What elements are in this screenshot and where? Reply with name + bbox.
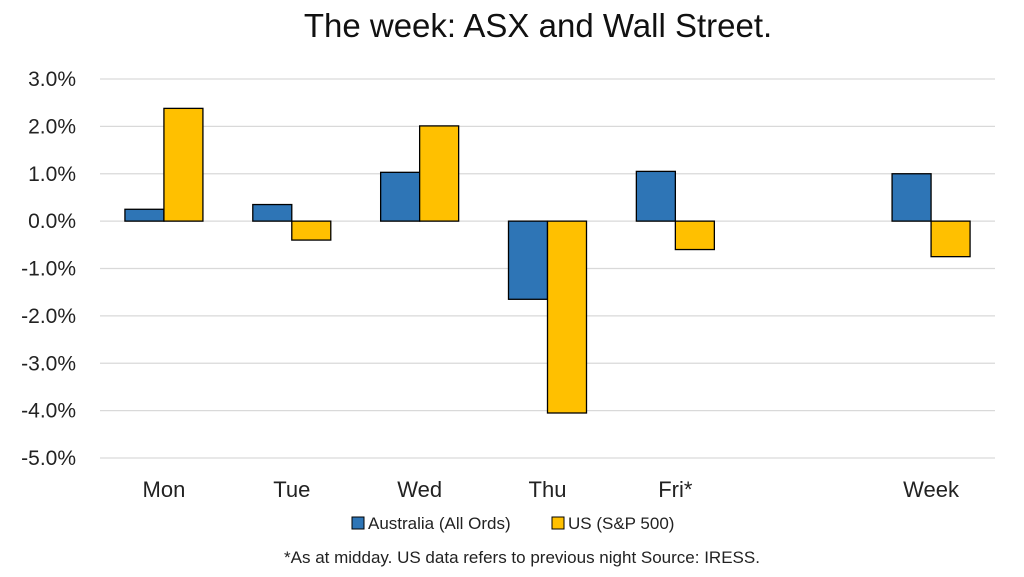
y-axis: 3.0% 2.0% 1.0% 0.0% -1.0% -2.0% -3.0% -4.0% -5.0… [21, 68, 76, 470]
x-axis: Mon Tue Wed Thu Fri* Week [143, 477, 960, 502]
y-tick-label: 3.0% [28, 68, 76, 91]
bar-us [291, 220, 332, 241]
bars [124, 107, 971, 414]
y-tick-label: 1.0% [28, 163, 76, 186]
x-tick-label: Week [903, 477, 960, 502]
y-tick-label: 2.0% [28, 115, 76, 138]
y-tick-label: -2.0% [21, 305, 76, 328]
bar-us [418, 125, 460, 222]
bar-australia [507, 220, 549, 300]
bar-australia [379, 171, 421, 222]
bar-australia [124, 208, 165, 222]
y-tick-label: -1.0% [21, 258, 76, 281]
bar-australia [891, 173, 932, 222]
x-tick-label: Fri* [658, 477, 693, 502]
bar-us [546, 220, 588, 414]
legend: Australia (All Ords) US (S&P 500) [351, 514, 674, 533]
bar-us [674, 220, 716, 251]
x-tick-label: Wed [397, 477, 442, 502]
chart-title: The week: ASX and Wall Street. [304, 7, 772, 44]
bar-us [930, 220, 971, 258]
y-tick-label: -4.0% [21, 400, 76, 423]
footnote: *As at midday. US data refers to previou… [284, 548, 760, 567]
x-tick-label: Thu [529, 477, 567, 502]
bar-australia [635, 170, 677, 222]
legend-swatch-us [551, 516, 565, 530]
y-tick-label: 0.0% [28, 210, 76, 233]
y-tick-label: -3.0% [21, 352, 76, 375]
legend-label-us: US (S&P 500) [568, 514, 674, 533]
x-tick-label: Mon [143, 477, 186, 502]
legend-label-australia: Australia (All Ords) [368, 514, 511, 533]
y-tick-label: -5.0% [21, 447, 76, 470]
bar-us [163, 107, 204, 222]
legend-swatch-australia [351, 516, 365, 530]
bar-australia [252, 203, 293, 222]
x-tick-label: Tue [273, 477, 310, 502]
